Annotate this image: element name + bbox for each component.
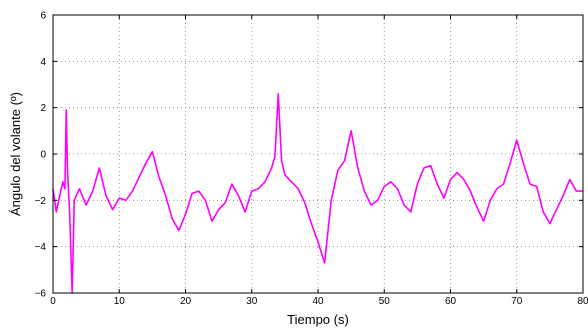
x-tick-label: 50 <box>379 296 391 307</box>
y-tick-label: 0 <box>40 150 46 161</box>
x-tick-label: 60 <box>445 296 457 307</box>
x-tick-label: 0 <box>50 296 56 307</box>
y-tick-label: −2 <box>35 196 47 207</box>
series-layer <box>52 92 583 294</box>
x-tick-label: 30 <box>246 296 258 307</box>
y-tick-label: 4 <box>40 57 46 68</box>
x-tick-label: 70 <box>511 296 523 307</box>
x-tick-label: 10 <box>114 296 126 307</box>
y-tick-label: −4 <box>35 242 47 253</box>
series-line <box>52 92 583 294</box>
x-axis-title: Tiempo (s) <box>287 312 349 327</box>
x-tick-label: 80 <box>577 296 588 307</box>
grid-layer <box>53 15 583 293</box>
y-tick-label: 2 <box>40 103 46 114</box>
y-axis-title: Ángulo del volante (º) <box>8 92 23 216</box>
x-tick-label: 20 <box>180 296 192 307</box>
x-tick-label: 40 <box>312 296 324 307</box>
tick-layer: 0 10 20 30 40 50 60 70 80 −6 −4 −2 0 2 4 6 <box>35 11 588 308</box>
y-tick-label: 6 <box>40 11 46 22</box>
y-tick-label: −6 <box>35 289 47 300</box>
